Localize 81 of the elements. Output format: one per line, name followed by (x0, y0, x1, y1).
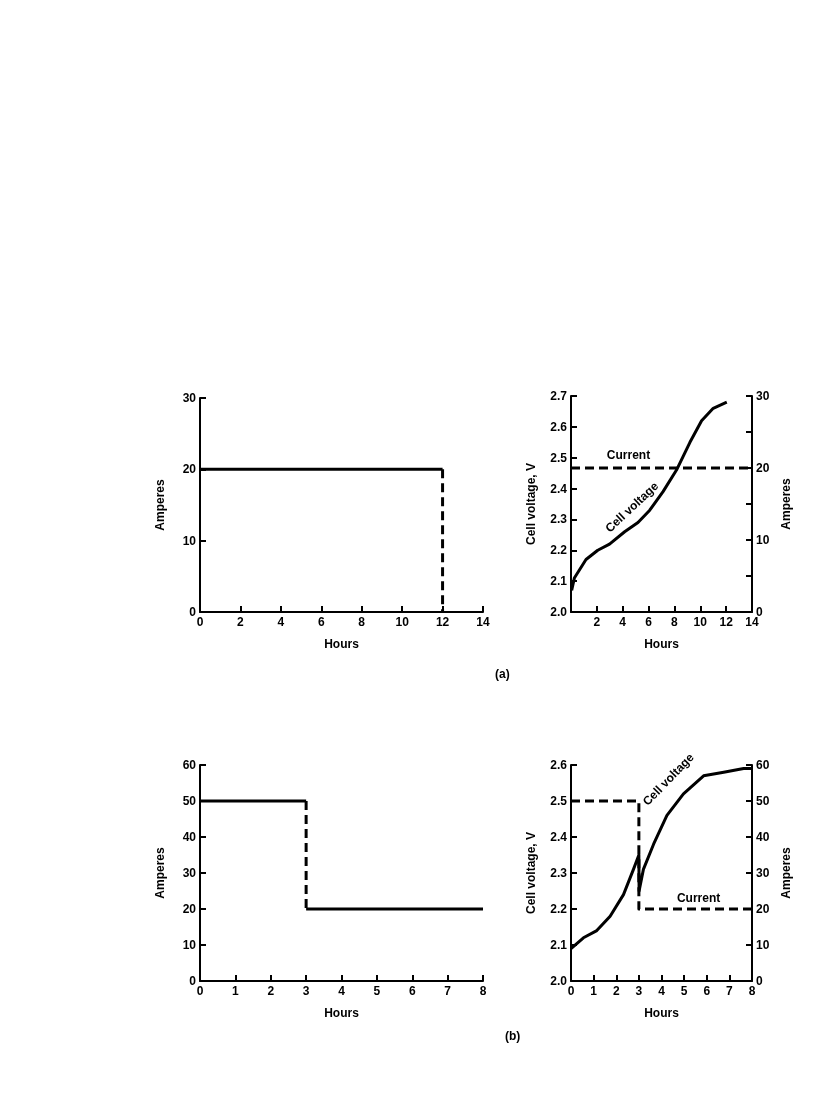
y2-tick-label: 30 (756, 389, 770, 403)
x-axis-title: Hours (644, 1006, 680, 1020)
x-tick-label: 6 (703, 984, 711, 998)
y2-tick-label: 60 (756, 758, 770, 772)
y-tick-label: 2.7 (550, 389, 568, 403)
x-tick-label: 4 (338, 984, 346, 998)
y-tick-label: 2.6 (550, 419, 568, 434)
x-tick-label: 4 (277, 615, 285, 629)
y-tick-label: 10 (182, 938, 197, 952)
y2-axis-title: Amperes (779, 847, 794, 899)
x-tick-label: 12 (719, 615, 734, 629)
x-tick-label: 8 (358, 615, 366, 629)
y2-tick-label: 20 (756, 902, 770, 916)
y-tick-label: 2.5 (550, 794, 568, 808)
x-tick-label: 14 (745, 615, 759, 629)
y2-axis-title: Amperes (779, 478, 794, 530)
y-tick-label: 2.3 (550, 512, 568, 527)
y-tick-label: 2.2 (550, 543, 568, 558)
y-tick-label: 10 (182, 533, 197, 548)
x-tick-label: 1 (590, 984, 598, 998)
y-tick-label: 2.3 (550, 866, 568, 880)
x-tick-label: 1 (232, 984, 240, 998)
x-tick-label: 10 (693, 615, 708, 629)
y-tick-label: 50 (182, 794, 197, 808)
x-tick-label: 14 (476, 615, 490, 629)
y-axis-title: Amperes (153, 847, 167, 899)
y2-tick-label: 10 (756, 938, 770, 952)
y-tick-label: 0 (189, 974, 197, 988)
y-tick-label: 2.4 (550, 830, 568, 844)
x-axis-title: Hours (324, 1006, 360, 1020)
y2-tick-label: 0 (756, 974, 763, 988)
y-tick-label: 2.2 (550, 902, 568, 916)
y-tick-label: 2.5 (550, 450, 568, 465)
y2-tick-label: 20 (756, 461, 770, 475)
x-tick-label: 8 (671, 615, 679, 629)
x-tick-label: 3 (302, 984, 310, 998)
series-label: Current (676, 891, 721, 906)
x-tick-label: 12 (435, 615, 450, 629)
text: (b) (505, 1029, 521, 1043)
x-tick-label: 6 (645, 615, 653, 629)
series-label: Current (606, 448, 651, 463)
y-axis-title: Cell voltage, V (524, 831, 538, 915)
y-tick-label: 60 (182, 758, 197, 772)
y-tick-label: 2.1 (550, 574, 568, 589)
y-axis-title: Amperes (153, 479, 167, 531)
x-axis-title: Hours (644, 637, 680, 651)
x-tick-label: 4 (619, 615, 627, 629)
y-tick-label: 2.4 (550, 481, 568, 496)
x-tick-label: 6 (317, 615, 325, 629)
x-tick-label: 2 (237, 615, 245, 629)
y-tick-label: 40 (182, 830, 197, 844)
y2-tick-label: 30 (756, 866, 770, 880)
y-tick-label: 20 (182, 462, 197, 477)
x-tick-label: 2 (593, 615, 601, 629)
x-tick-label: 8 (479, 984, 487, 998)
y-tick-label: 30 (182, 866, 197, 880)
x-tick-label: 7 (726, 984, 734, 998)
x-tick-label: 2 (267, 984, 275, 998)
x-tick-label: 6 (408, 984, 416, 998)
y-axis-title: Cell voltage, V (524, 462, 538, 546)
x-tick-label: 5 (373, 984, 381, 998)
x-tick-label: 2 (612, 984, 620, 998)
y2-tick-label: 50 (756, 794, 770, 808)
text: (a) (495, 667, 510, 681)
x-tick-label: 8 (748, 984, 756, 998)
x-tick-label: 5 (680, 984, 688, 998)
x-tick-label: 7 (444, 984, 452, 998)
y-tick-label: 20 (182, 902, 197, 916)
y2-tick-label: 10 (756, 533, 770, 547)
y2-tick-label: 0 (756, 605, 763, 619)
y-tick-label: 2.1 (550, 938, 568, 952)
y-tick-label: 0 (189, 605, 197, 619)
y-tick-label: 30 (182, 391, 197, 405)
y-tick-label: 2.0 (550, 974, 568, 988)
y-tick-label: 2.0 (550, 605, 568, 619)
x-tick-label: 3 (635, 984, 643, 998)
x-tick-label: 10 (395, 615, 410, 629)
y-tick-label: 2.6 (550, 758, 568, 772)
x-tick-label: 4 (658, 984, 666, 998)
x-axis-title: Hours (324, 637, 360, 651)
y2-tick-label: 40 (756, 830, 770, 844)
